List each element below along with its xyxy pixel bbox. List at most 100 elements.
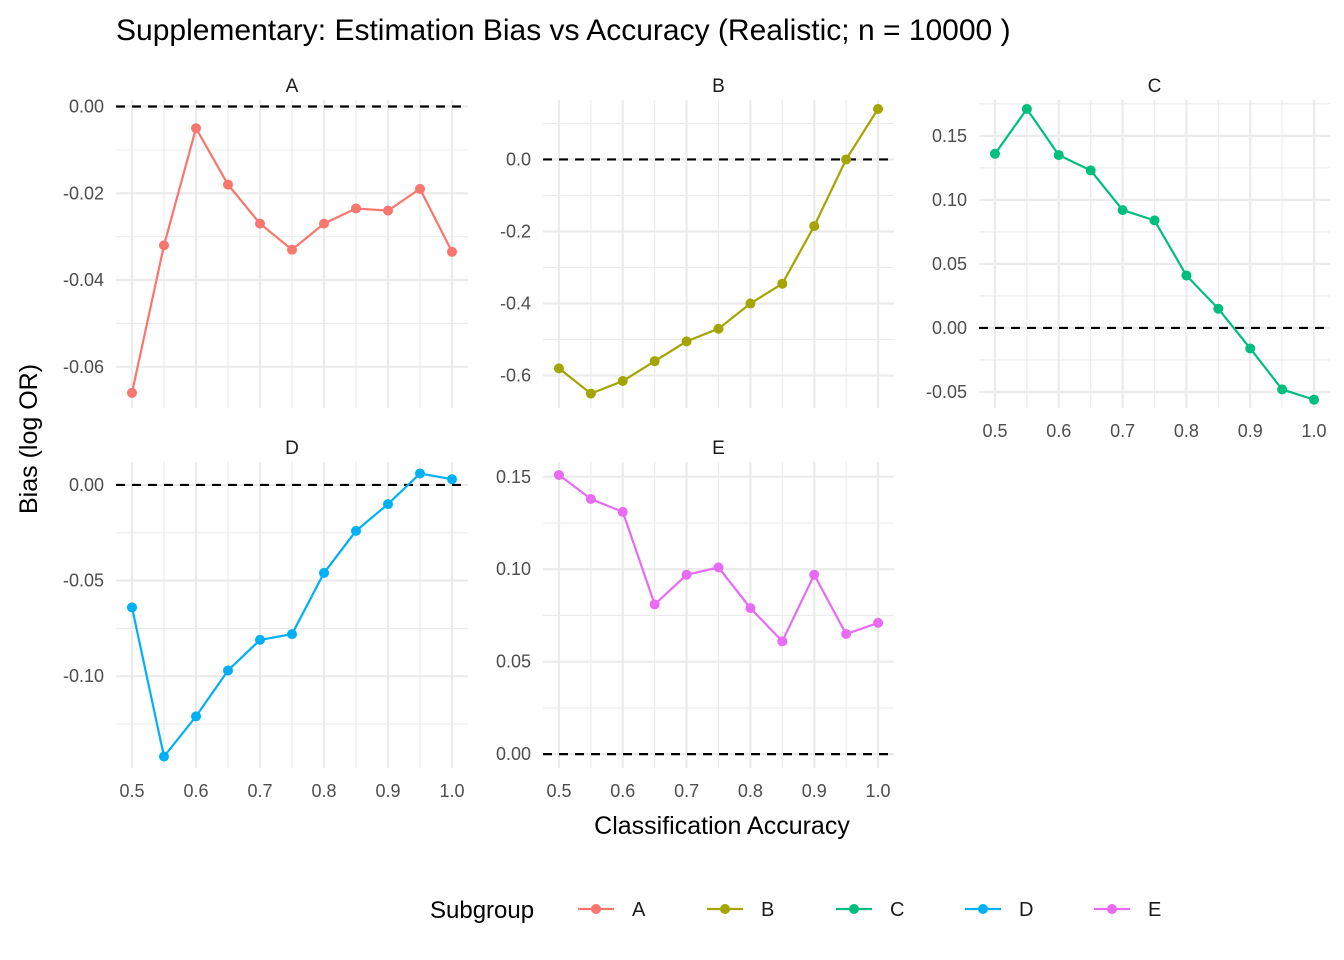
data-point-c: [1053, 150, 1064, 161]
y-tick-label: -0.04: [63, 270, 104, 290]
y-tick-label: 0.05: [496, 652, 531, 672]
y-tick-label: 0.15: [496, 467, 531, 487]
legend: Subgroup A B C D E: [430, 897, 1161, 924]
y-tick-label: 0.00: [496, 744, 531, 764]
data-point-e: [745, 603, 756, 614]
data-point-e: [649, 599, 660, 610]
data-point-c: [1149, 215, 1160, 226]
data-point-d: [287, 629, 297, 640]
data-point-a: [127, 387, 137, 398]
data-point-c: [1245, 343, 1256, 354]
data-point-e: [681, 569, 692, 580]
data-point-d: [351, 525, 361, 536]
data-point-a: [159, 240, 169, 251]
x-tick-label: 0.5: [546, 781, 571, 801]
x-tick-label: 0.7: [1110, 421, 1135, 441]
panel-d: D 0.00 -0.05 -0.10 0.5 0.6 0.7 0.8 0.9 1.0: [63, 438, 468, 801]
legend-item-a: A: [578, 899, 646, 921]
data-point-b: [745, 298, 756, 309]
data-point-e: [841, 628, 852, 639]
data-point-c: [1021, 103, 1032, 114]
data-point-a: [223, 179, 233, 190]
y-tick-label: -0.02: [63, 183, 104, 203]
y-tick-label: -0.05: [63, 571, 104, 591]
panel-e: E 0.15 0.10 0.05 0.00 0.5 0.6 0.7 0.8 0.9 1.0: [496, 438, 894, 801]
legend-item-e: E: [1094, 899, 1161, 921]
data-point-e: [617, 506, 628, 517]
data-point-d: [319, 567, 329, 578]
x-tick-label: 0.9: [375, 781, 400, 801]
data-point-d: [191, 711, 201, 722]
panel-a: A 0.00 -0.02 -0.04 -0.06: [63, 76, 468, 408]
x-tick-label: 0.6: [610, 781, 635, 801]
data-point-b: [713, 323, 724, 334]
data-point-d: [223, 665, 233, 676]
legend-key-point: [1107, 904, 1117, 914]
data-point-d: [447, 474, 457, 485]
data-point-e: [713, 562, 724, 573]
data-point-b: [553, 363, 564, 374]
y-tick-label: -0.6: [500, 366, 531, 386]
legend-key-point: [849, 904, 859, 914]
data-point-d: [159, 751, 169, 762]
x-tick-label: 0.9: [802, 781, 827, 801]
data-point-c: [989, 148, 1000, 159]
data-point-a: [447, 246, 457, 257]
data-point-d: [127, 602, 137, 613]
y-tick-label: 0.00: [932, 318, 967, 338]
legend-label: A: [632, 899, 646, 921]
y-tick-label: 0.15: [932, 126, 967, 146]
legend-key-point: [720, 904, 730, 914]
data-point-b: [681, 336, 692, 347]
data-point-a: [255, 218, 265, 229]
data-point-c: [1085, 165, 1096, 176]
panel-title-e: E: [712, 438, 725, 459]
y-tick-label: -0.06: [63, 357, 104, 377]
legend-label: B: [761, 899, 774, 921]
legend-key-point: [591, 904, 601, 914]
x-tick-label: 0.8: [311, 781, 336, 801]
x-tick-label: 0.5: [119, 781, 144, 801]
y-axis-title: Bias (log OR): [15, 364, 43, 514]
legend-item-d: D: [965, 899, 1033, 921]
legend-item-c: C: [836, 899, 904, 921]
y-tick-label: 0.00: [69, 475, 104, 495]
x-tick-label: 0.5: [982, 421, 1007, 441]
data-point-d: [415, 468, 425, 479]
panel-c: C 0.15 0.10 0.05 0.00 -0.05 0.5 0.6 0.7 0.8 0.9 1.0: [926, 76, 1330, 441]
y-tick-label: -0.4: [500, 294, 531, 314]
data-point-e: [873, 617, 884, 628]
y-tick-label: -0.10: [63, 666, 104, 686]
panel-title-b: B: [712, 76, 725, 97]
data-point-b: [617, 375, 628, 386]
data-point-d: [383, 499, 393, 510]
data-point-a: [383, 205, 393, 216]
data-point-c: [1213, 303, 1224, 314]
y-tick-label: -0.05: [926, 382, 967, 402]
x-tick-label: 1.0: [439, 781, 464, 801]
x-tick-label: 0.9: [1238, 421, 1263, 441]
legend-label: D: [1019, 899, 1033, 921]
data-point-c: [1117, 205, 1128, 216]
data-point-b: [873, 104, 884, 115]
y-tick-label: 0.10: [932, 190, 967, 210]
x-tick-label: 0.6: [183, 781, 208, 801]
data-point-e: [585, 493, 596, 504]
x-tick-label: 1.0: [866, 781, 891, 801]
facet-panels: A 0.00 -0.02 -0.04 -0.06 B 0.0 -0.2 -0.4 -0.6 C 0.1…: [63, 76, 1330, 801]
data-point-c: [1181, 270, 1192, 281]
data-point-b: [649, 356, 660, 367]
data-point-b: [585, 388, 596, 399]
chart-title: Supplementary: Estimation Bias vs Accura…: [116, 14, 1011, 47]
data-point-e: [553, 469, 564, 480]
data-point-d: [255, 634, 265, 645]
panel-title-d: D: [285, 438, 299, 459]
y-tick-label: 0.05: [932, 254, 967, 274]
data-point-b: [777, 278, 788, 289]
data-point-c: [1277, 384, 1288, 395]
legend-item-b: B: [707, 899, 774, 921]
data-point-e: [809, 569, 820, 580]
data-point-a: [415, 183, 425, 194]
y-tick-label: 0.10: [496, 559, 531, 579]
